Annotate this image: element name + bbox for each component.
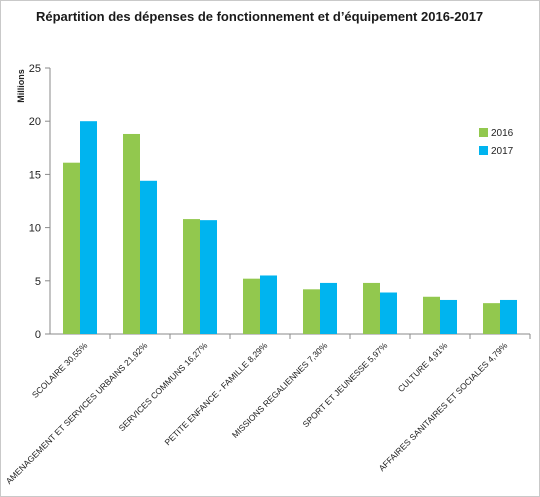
bars — [63, 121, 517, 334]
bar-2017 — [140, 180, 157, 334]
legend-swatch-2017 — [479, 146, 488, 155]
category-label: MISSIONS REGALIENNES 7,30% — [230, 340, 330, 440]
category-labels: SCOLAIRE 30,55%AMENAGEMENT ET SERVICES U… — [4, 340, 510, 486]
legend: 2016 2017 — [479, 128, 514, 157]
bar-2016 — [363, 282, 380, 334]
y-tick-label: 10 — [29, 223, 41, 235]
legend-label: 2017 — [491, 146, 514, 157]
category-label: CULTURE 4,91% — [396, 340, 450, 394]
bar-2017 — [80, 121, 97, 334]
bar-2016 — [303, 289, 320, 334]
chart-title: Répartition des dépenses de fonctionneme… — [36, 9, 484, 24]
bar-2016 — [423, 296, 440, 334]
y-tick-label: 20 — [29, 116, 41, 128]
y-tick-label: 25 — [29, 63, 41, 75]
category-label: AFFAIRES SANITAIRES ET SOCIALES 4,79% — [377, 340, 510, 473]
bar-2016 — [243, 278, 260, 334]
bar-2016 — [63, 162, 80, 334]
y-tick-label: 5 — [35, 276, 41, 288]
bar-2017 — [440, 299, 457, 334]
legend-swatch-2016 — [479, 128, 488, 137]
legend-label: 2016 — [491, 128, 514, 139]
y-tick-label: 0 — [35, 329, 41, 341]
bar-2017 — [320, 282, 337, 334]
bar-2016 — [183, 219, 200, 334]
axes: 0 5 10 15 20 25 — [29, 63, 531, 341]
y-tick-label: 15 — [29, 169, 41, 181]
bar-2016 — [123, 133, 140, 334]
bar-2017 — [500, 299, 517, 334]
category-label: SCOLAIRE 30,55% — [30, 340, 90, 400]
category-label: AMENAGEMENT ET SERVICES URBAINS 21,92% — [4, 340, 150, 486]
bar-2017 — [380, 292, 397, 334]
bar-2016 — [483, 303, 500, 334]
category-label: PETITE ENFANCE - FAMILLE 8,29% — [162, 340, 269, 447]
y-axis-label: Millions — [16, 69, 26, 103]
bar-2017 — [260, 275, 277, 334]
bar-2017 — [200, 220, 217, 334]
